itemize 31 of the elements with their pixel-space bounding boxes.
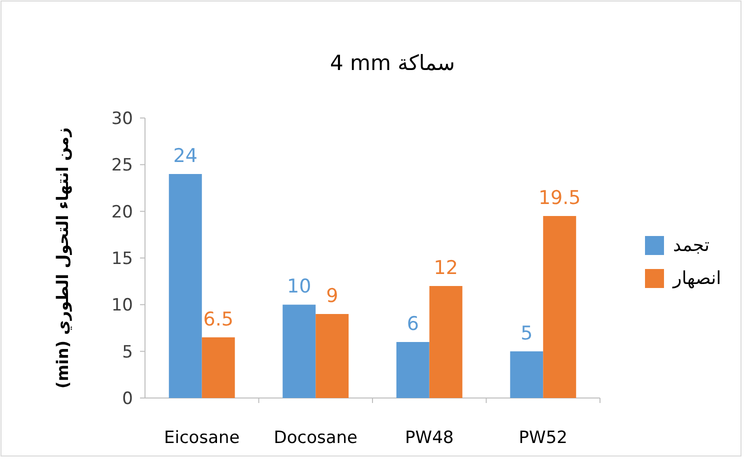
y-tick-label: 25 [111,156,133,176]
x-tick-label: PW48 [405,428,454,448]
bar [202,337,235,398]
x-tick-label: PW52 [518,428,568,448]
bar [316,314,349,398]
x-tick-label: Docosane [274,428,358,448]
data-label: 6.5 [203,308,234,330]
bar [282,304,316,398]
y-tick-label: 30 [111,109,133,129]
data-label: 9 [326,285,338,307]
data-label: 5 [520,322,533,344]
data-label: 12 [434,257,458,279]
bar [168,174,202,398]
x-tick-label: Eicosane [164,428,240,448]
data-label: 10 [287,276,312,298]
y-tick-label: 15 [111,249,133,269]
y-tick-label: 10 [111,296,133,316]
chart-title: 4 mm سماكة [330,51,456,75]
bar [396,342,430,398]
bar [510,351,544,398]
data-label: 6 [406,313,419,335]
y-tick-label: 0 [122,389,133,409]
data-label: 19.5 [538,187,581,209]
y-tick-label: 5 [122,342,133,362]
y-axis-title: زمن انتهاء التحول الطوري (min) [53,127,72,389]
y-tick-label: 20 [111,202,133,222]
legend-label: انصهار [672,268,722,289]
bar [543,216,576,398]
legend-label: تجمد [673,235,710,256]
data-label: 24 [173,145,198,167]
bar [429,286,462,398]
